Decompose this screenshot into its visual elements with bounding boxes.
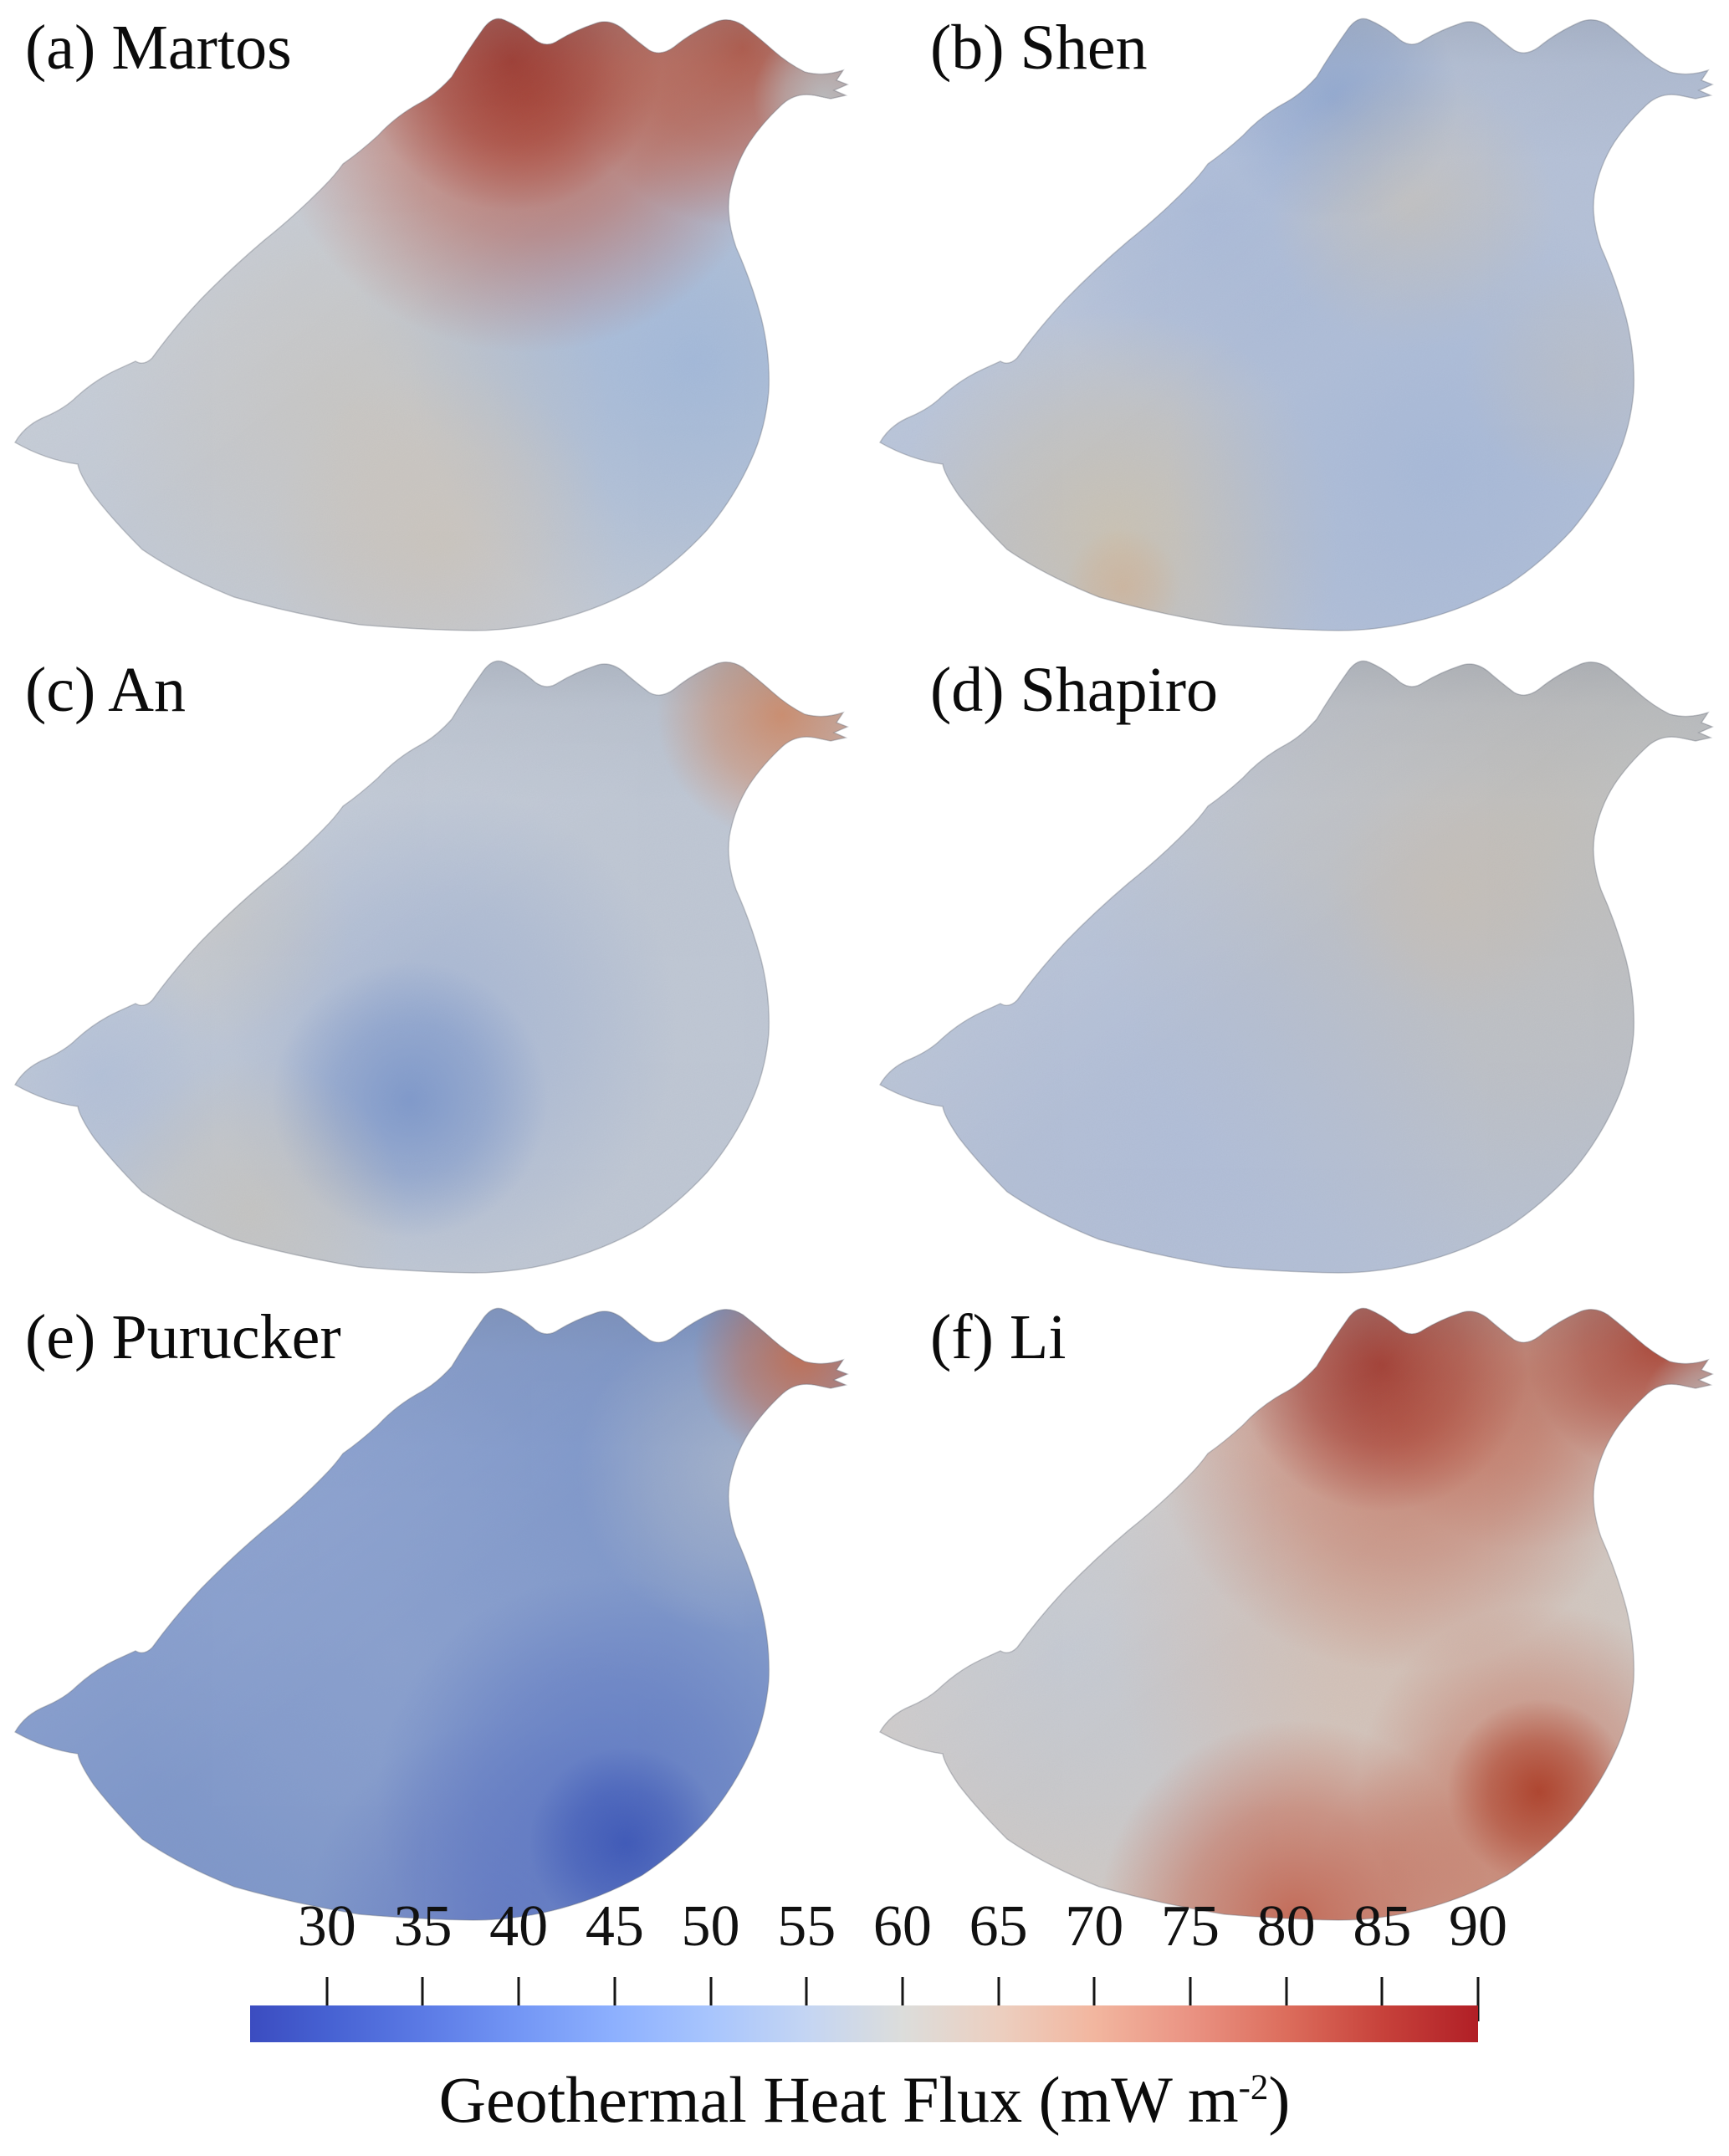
colorbar-tick-label: 90	[1449, 1894, 1507, 1959]
colorbar-tick-label: 75	[1160, 1894, 1220, 1959]
heat-flux-map	[878, 660, 1714, 1274]
colorbar-tick-mark	[1476, 1977, 1480, 2021]
panel-label: (c) An	[25, 655, 187, 725]
map-panel-purucker: (e) Purucker	[0, 1291, 864, 1929]
panel-label: (a) Martos	[25, 13, 292, 83]
colorbar-tick-label: 30	[297, 1894, 356, 1959]
colorbar-tick-label: 45	[585, 1894, 644, 1959]
colorbar-tick-label: 80	[1256, 1894, 1316, 1959]
map-panel-shapiro: (d) Shapiro	[865, 644, 1729, 1281]
heat-flux-map	[13, 660, 849, 1274]
map-panel-an: (c) An	[0, 644, 864, 1281]
colorbar-tick-mark	[613, 1977, 616, 2021]
colorbar-gradient-bar	[250, 2005, 1478, 2042]
map-panel-shen: (b) Shen	[865, 2, 1729, 639]
colorbar-tick-mark	[709, 1977, 712, 2021]
colorbar-tick-label: 35	[393, 1894, 453, 1959]
map-panel-li: (f) Li	[865, 1291, 1729, 1929]
colorbar-tick-label: 65	[969, 1894, 1028, 1959]
colorbar-caption: Geothermal Heat Flux (mW m-2)	[0, 2062, 1729, 2138]
colorbar-tick-mark	[517, 1977, 520, 2021]
colorbar-caption-exponent: -2	[1238, 2068, 1269, 2107]
colorbar-tick-label: 50	[681, 1894, 740, 1959]
colorbar-tick-mark	[901, 1977, 904, 2021]
heat-flux-map	[878, 1307, 1714, 1921]
colorbar-tick-label: 60	[872, 1894, 932, 1959]
colorbar-tick-mark	[997, 1977, 1000, 2021]
colorbar-tick-mark	[1092, 1977, 1096, 2021]
colorbar-caption-text: Geothermal Heat Flux (mW m	[438, 2063, 1239, 2136]
colorbar: 30 35 40 45 50 55 60 65 70 75 80 85 90	[250, 1894, 1507, 2095]
colorbar-tick-mark	[1285, 1977, 1288, 2021]
heat-flux-map	[878, 18, 1714, 631]
colorbar-caption-suffix: )	[1268, 2063, 1291, 2136]
colorbar-tick-label: 85	[1353, 1894, 1412, 1959]
panel-label: (f) Li	[930, 1302, 1067, 1372]
colorbar-tick-mark	[1380, 1977, 1384, 2021]
heat-flux-map	[13, 1307, 849, 1921]
colorbar-tick-mark	[325, 1977, 329, 2021]
panel-label: (b) Shen	[930, 13, 1148, 83]
panel-label: (d) Shapiro	[930, 655, 1219, 725]
colorbar-tick-label: 55	[777, 1894, 836, 1959]
colorbar-tick-mark	[1189, 1977, 1192, 2021]
colorbar-tick-label: 40	[489, 1894, 549, 1959]
panel-label: (e) Purucker	[25, 1302, 341, 1372]
colorbar-tick-mark	[421, 1977, 424, 2021]
colorbar-tick-mark	[805, 1977, 808, 2021]
colorbar-tick-label: 70	[1065, 1894, 1124, 1959]
map-panel-martos: (a) Martos	[0, 2, 864, 639]
heat-flux-map	[13, 18, 849, 631]
